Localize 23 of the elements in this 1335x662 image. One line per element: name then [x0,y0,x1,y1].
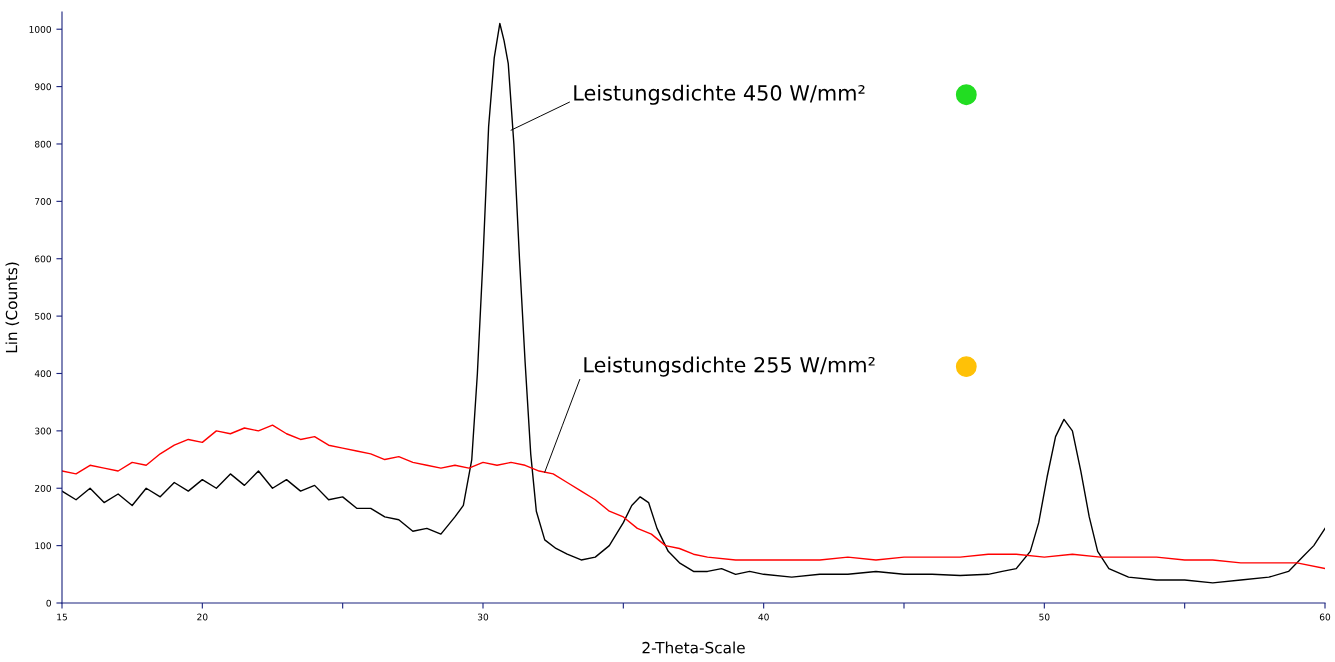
annotation: Leistungsdichte 255 W/mm² [584,356,875,377]
y-tick-label: 200 [35,484,51,492]
x-tick-label: 20 [197,613,208,621]
line-series [62,22,1325,584]
x-axis-title: 2-Theta-Scale [642,641,745,654]
y-tick-label: 300 [35,427,51,435]
y-tick-label: 700 [35,198,51,205]
y-tick-label: 500 [35,312,51,320]
y-tick-label: 0 [46,599,51,607]
annotation: Leistungsdichte 450 W/mm² [574,84,865,105]
line-series [62,424,1325,570]
x-tick-label: 40 [758,613,769,621]
x-tick-label: 60 [1319,613,1331,621]
y-tick-label: 1000 [29,25,51,33]
y-tick-label: 400 [34,370,51,378]
y-tick-label: 100 [35,542,51,550]
y-tick-label: 800 [34,140,51,148]
x-tick-label: 30 [477,613,489,621]
x-tick-label: 50 [1039,613,1050,621]
x-tick-label: 15 [57,613,67,621]
y-axis-title: Lin (Counts) [5,262,20,353]
y-tick-label: 600 [34,255,51,263]
y-tick-label: 900 [34,83,51,91]
